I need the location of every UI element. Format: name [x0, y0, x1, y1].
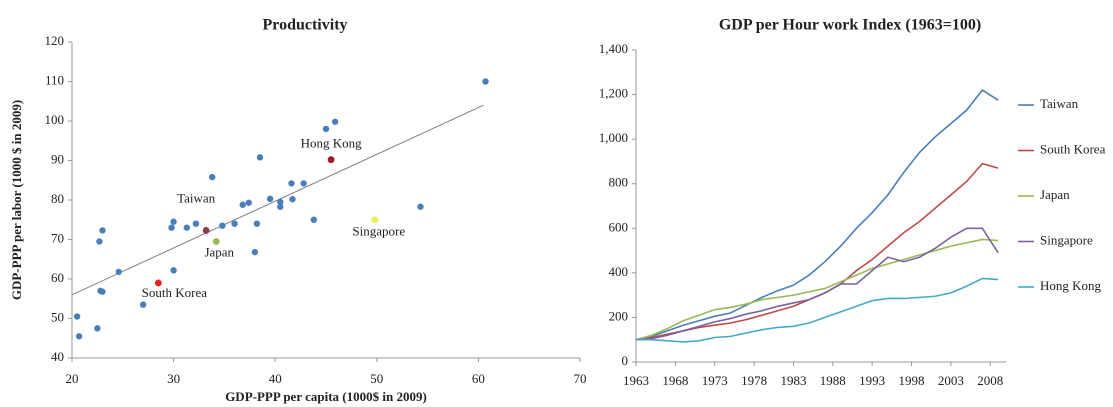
point — [300, 180, 307, 187]
x-tick-label: 40 — [269, 371, 282, 386]
y-tick-label: 1,200 — [599, 86, 628, 101]
point-label: Hong Kong — [301, 136, 363, 151]
point — [115, 268, 122, 276]
point — [277, 198, 284, 206]
point — [99, 227, 106, 234]
point — [94, 325, 101, 332]
point — [331, 118, 339, 125]
x-tick-label: 1983 — [780, 373, 806, 388]
point — [239, 201, 246, 208]
point — [209, 173, 216, 181]
point — [256, 154, 264, 161]
x-tick-label: 70 — [574, 371, 587, 386]
y-axis-label: GDP-PPP per labor (1000 $ in 2009) — [9, 100, 24, 300]
point — [75, 333, 83, 340]
y-tick-label: 800 — [609, 175, 629, 190]
x-tick-label: 1973 — [702, 373, 728, 388]
x-axis-label: GDP-PPP per capita (1000$ in 2009) — [225, 389, 427, 404]
point — [310, 216, 318, 223]
y-tick-label: 120 — [45, 33, 65, 48]
chart-title: Productivity — [262, 17, 347, 34]
x-tick-label: 1988 — [820, 373, 846, 388]
x-tick-label: 1978 — [741, 373, 767, 388]
point — [266, 195, 274, 203]
highlight-point — [154, 279, 162, 287]
series-line — [635, 238, 999, 341]
x-tick-label: 1998 — [899, 373, 925, 388]
point — [289, 196, 296, 203]
legend-label: Japan — [1040, 187, 1070, 202]
legend-label: South Korea — [1040, 141, 1106, 156]
series-line — [636, 277, 999, 343]
point — [96, 238, 103, 245]
point — [192, 220, 200, 227]
point-label: South Korea — [142, 285, 208, 300]
y-tick-label: 200 — [609, 308, 629, 323]
point — [277, 203, 284, 210]
y-tick-label: 1,000 — [599, 130, 628, 145]
legend-label: Taiwan — [1040, 96, 1079, 111]
series-line — [635, 162, 999, 341]
y-tick-label: 1,400 — [599, 41, 628, 56]
point — [322, 125, 330, 133]
point — [183, 224, 191, 231]
x-tick-label: 30 — [167, 371, 180, 386]
y-tick-label: 70 — [51, 230, 64, 245]
highlight-point — [371, 216, 379, 224]
point — [170, 218, 177, 225]
x-tick-label: 50 — [370, 371, 383, 386]
y-tick-label: 110 — [45, 72, 64, 87]
x-tick-label: 60 — [472, 371, 485, 386]
legend-label: Singapore — [1040, 232, 1093, 247]
point — [170, 267, 177, 274]
highlight-point — [327, 156, 335, 164]
x-tick-label: 1963 — [623, 373, 649, 388]
point-label: Japan — [204, 244, 234, 259]
point — [99, 288, 106, 295]
point — [168, 224, 175, 231]
chart-title: GDP per Hour work Index (1963=100) — [719, 17, 981, 34]
x-tick-label: 2008 — [977, 373, 1003, 388]
highlight-point — [202, 227, 210, 234]
x-tick-label: 1968 — [662, 373, 688, 388]
y-tick-label: 80 — [51, 191, 64, 206]
highlight-point — [212, 238, 220, 245]
y-tick-label: 0 — [622, 353, 629, 368]
y-tick-label: 600 — [609, 219, 629, 234]
x-tick-label: 1993 — [859, 373, 885, 388]
point — [253, 220, 261, 227]
point — [251, 248, 259, 256]
point — [417, 203, 424, 210]
point — [245, 199, 252, 206]
y-tick-label: 100 — [45, 112, 65, 127]
point — [219, 222, 226, 229]
legend-label: Hong Kong — [1040, 278, 1102, 293]
x-tick-label: 2003 — [938, 373, 964, 388]
point-label: Singapore — [352, 224, 405, 239]
y-tick-label: 40 — [51, 349, 64, 364]
point — [231, 220, 238, 227]
y-tick-label: 50 — [51, 309, 64, 324]
point — [139, 301, 147, 308]
y-tick-label: 90 — [51, 151, 64, 166]
y-tick-label: 400 — [609, 264, 629, 279]
series-line — [635, 227, 999, 341]
point-label: Taiwan — [177, 190, 216, 205]
trendline — [71, 104, 484, 296]
point — [73, 313, 81, 320]
series-line — [635, 89, 999, 341]
y-tick-label: 60 — [51, 270, 64, 285]
point — [482, 78, 489, 85]
x-tick-label: 20 — [66, 371, 79, 386]
point — [288, 180, 295, 187]
